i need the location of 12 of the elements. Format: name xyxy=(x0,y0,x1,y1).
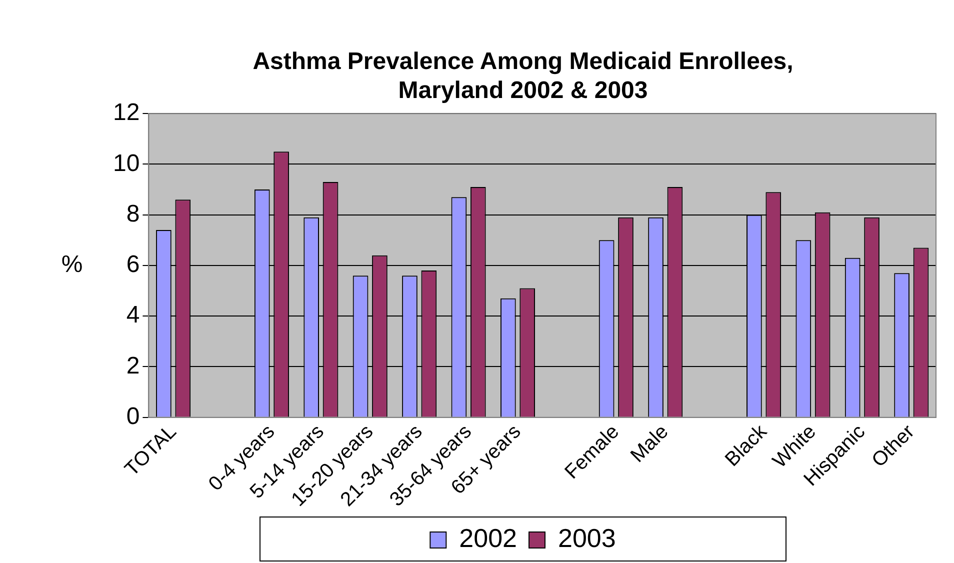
text: Asthma Prevalence Among Medicaid Enrollees, xyxy=(252,48,794,76)
y-tick-label: 10 xyxy=(112,150,140,177)
y-tick-label: 0 xyxy=(126,402,140,430)
legend-label: 2003 xyxy=(558,523,616,554)
legend-label: 2002 xyxy=(459,523,518,554)
y-tick-label: 8 xyxy=(126,200,140,228)
y-tick-label: 12 xyxy=(112,99,140,126)
y-tick-label: 4 xyxy=(126,302,140,329)
y-tick-label: 2 xyxy=(126,352,140,380)
y-axis-title: % xyxy=(61,251,83,278)
y-tick-label: 6 xyxy=(126,251,140,278)
text: Maryland 2002 & 2003 xyxy=(398,76,648,104)
